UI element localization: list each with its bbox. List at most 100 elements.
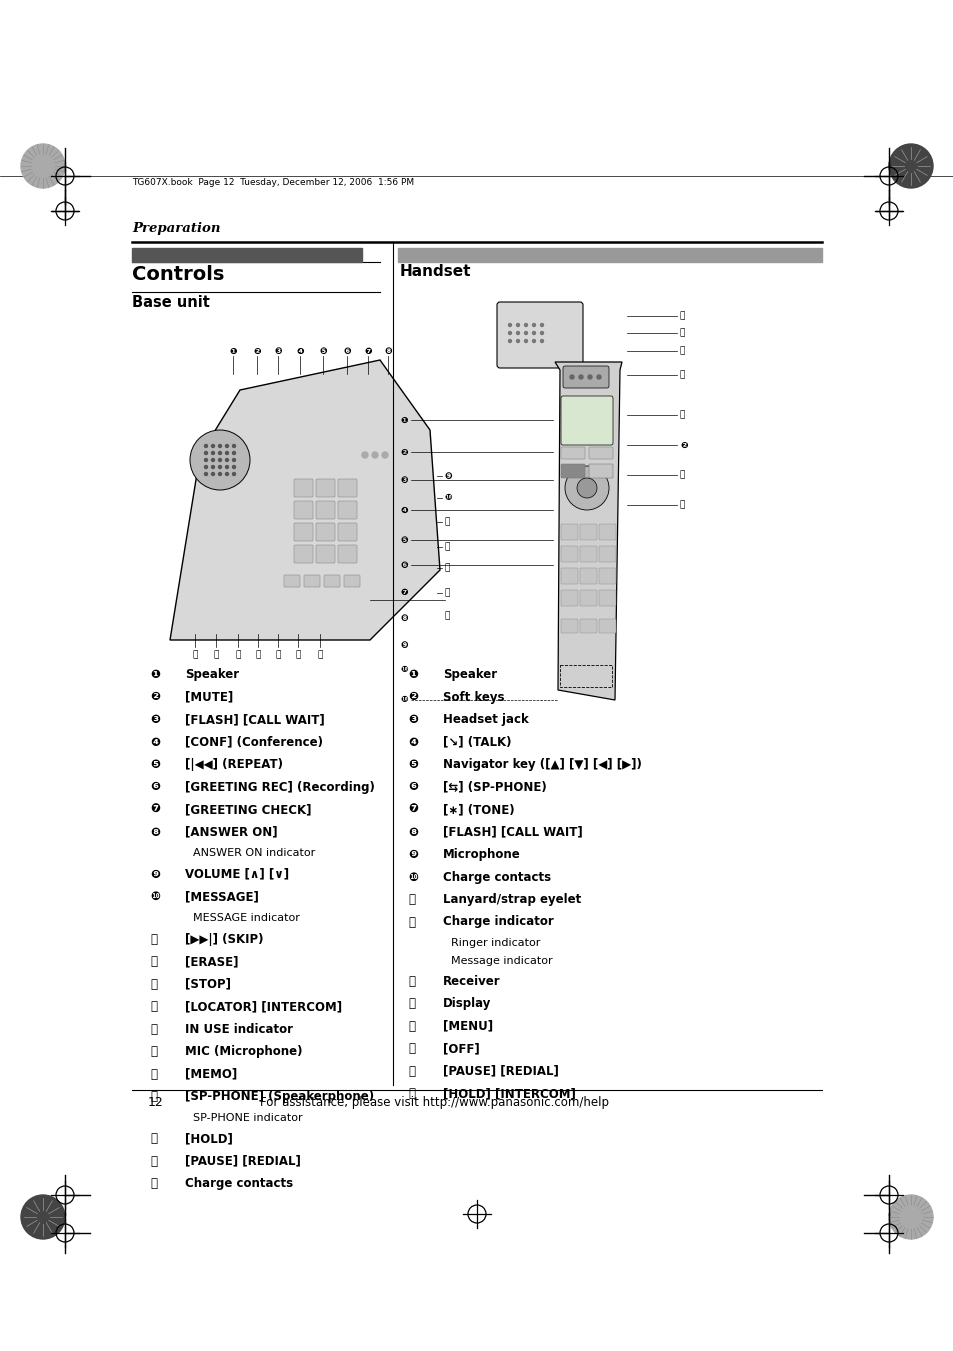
- Text: [FLASH] [CALL WAIT]: [FLASH] [CALL WAIT]: [185, 713, 324, 725]
- Text: Ringer indicator: Ringer indicator: [451, 938, 539, 948]
- Text: ❸: ❸: [400, 476, 408, 485]
- Text: ❷: ❷: [400, 447, 408, 457]
- FancyBboxPatch shape: [294, 501, 313, 519]
- Text: [CONF] (Conference): [CONF] (Conference): [185, 735, 323, 748]
- Text: ❽: ❽: [400, 613, 408, 623]
- FancyBboxPatch shape: [579, 524, 597, 540]
- Circle shape: [233, 444, 235, 447]
- Text: [PAUSE] [REDIAL]: [PAUSE] [REDIAL]: [185, 1155, 300, 1167]
- Text: [MEMO]: [MEMO]: [185, 1067, 237, 1081]
- FancyBboxPatch shape: [579, 590, 597, 607]
- Text: Controls: Controls: [132, 265, 224, 284]
- FancyBboxPatch shape: [315, 480, 335, 497]
- Text: ㉑: ㉑: [150, 1178, 157, 1190]
- Circle shape: [888, 1196, 932, 1239]
- Text: ⓴: ⓴: [213, 650, 218, 659]
- Circle shape: [204, 451, 208, 454]
- Circle shape: [218, 458, 221, 462]
- FancyBboxPatch shape: [560, 546, 578, 562]
- Circle shape: [225, 466, 229, 469]
- Text: Charge contacts: Charge contacts: [442, 870, 551, 884]
- Circle shape: [516, 331, 519, 335]
- Text: ❻: ❻: [343, 347, 351, 357]
- FancyBboxPatch shape: [324, 576, 339, 586]
- Text: Navigator key ([▲] [▼] [◀] [▶]): Navigator key ([▲] [▼] [◀] [▶]): [442, 758, 641, 771]
- FancyBboxPatch shape: [579, 619, 597, 634]
- Text: Message indicator: Message indicator: [451, 957, 552, 966]
- Text: ⓭: ⓭: [444, 563, 450, 573]
- FancyBboxPatch shape: [294, 480, 313, 497]
- Text: ❷: ❷: [408, 690, 417, 704]
- Text: ❸: ❸: [150, 713, 160, 725]
- Circle shape: [225, 444, 229, 447]
- Text: ❶: ❶: [408, 667, 417, 681]
- Text: Lanyard/strap eyelet: Lanyard/strap eyelet: [442, 893, 580, 907]
- Circle shape: [569, 376, 574, 380]
- Text: [OFF]: [OFF]: [442, 1043, 479, 1055]
- Text: ❹: ❹: [400, 505, 408, 515]
- Text: IN USE indicator: IN USE indicator: [185, 1023, 293, 1036]
- Text: ⓮: ⓮: [150, 1000, 157, 1013]
- Circle shape: [578, 376, 582, 380]
- Text: ⓬: ⓬: [150, 955, 157, 969]
- FancyBboxPatch shape: [560, 447, 584, 459]
- FancyBboxPatch shape: [560, 524, 578, 540]
- Text: [PAUSE] [REDIAL]: [PAUSE] [REDIAL]: [442, 1065, 558, 1078]
- Text: ❸: ❸: [408, 713, 417, 725]
- Text: ⓫: ⓫: [444, 517, 450, 527]
- Text: ⓫: ⓫: [679, 312, 684, 320]
- Circle shape: [597, 376, 600, 380]
- Circle shape: [225, 451, 229, 454]
- Text: [GREETING CHECK]: [GREETING CHECK]: [185, 802, 312, 816]
- Text: ❷: ❷: [253, 347, 260, 357]
- Text: SP-PHONE indicator: SP-PHONE indicator: [193, 1113, 302, 1123]
- Text: ❿: ❿: [400, 696, 408, 704]
- Text: ⓰: ⓰: [295, 650, 300, 659]
- Text: Headset jack: Headset jack: [442, 713, 528, 725]
- FancyBboxPatch shape: [497, 303, 582, 367]
- FancyBboxPatch shape: [598, 590, 616, 607]
- FancyBboxPatch shape: [560, 590, 578, 607]
- Text: [MESSAGE]: [MESSAGE]: [185, 890, 258, 904]
- FancyBboxPatch shape: [560, 463, 584, 478]
- Text: TG607X.book  Page 12  Tuesday, December 12, 2006  1:56 PM: TG607X.book Page 12 Tuesday, December 12…: [132, 178, 414, 186]
- Text: [MUTE]: [MUTE]: [185, 690, 233, 704]
- Text: ⓰: ⓰: [408, 1043, 415, 1055]
- Text: ❼: ❼: [408, 802, 417, 816]
- Circle shape: [233, 451, 235, 454]
- Text: ⓰: ⓰: [150, 1046, 157, 1058]
- Text: ⓭: ⓭: [679, 346, 684, 355]
- Circle shape: [361, 453, 368, 458]
- Text: VOLUME [∧] [∨]: VOLUME [∧] [∨]: [185, 867, 289, 881]
- Text: ❷: ❷: [150, 690, 160, 704]
- Text: [HOLD] [INTERCOM]: [HOLD] [INTERCOM]: [442, 1088, 576, 1101]
- FancyBboxPatch shape: [315, 523, 335, 540]
- Circle shape: [204, 458, 208, 462]
- Text: [GREETING REC] (Recording): [GREETING REC] (Recording): [185, 781, 375, 793]
- Text: ❼: ❼: [364, 347, 372, 357]
- FancyBboxPatch shape: [294, 544, 313, 563]
- Polygon shape: [170, 359, 439, 640]
- Circle shape: [532, 331, 535, 335]
- Text: ⓯: ⓯: [679, 411, 684, 420]
- Text: [∗] (TONE): [∗] (TONE): [442, 802, 514, 816]
- Circle shape: [225, 458, 229, 462]
- Text: ⓳: ⓳: [150, 1132, 157, 1146]
- Text: [⇆] (SP-PHONE): [⇆] (SP-PHONE): [442, 781, 546, 793]
- Text: ⓮: ⓮: [408, 997, 415, 1011]
- Text: ⓭: ⓭: [150, 978, 157, 990]
- FancyBboxPatch shape: [294, 523, 313, 540]
- Text: ❺: ❺: [150, 758, 160, 771]
- Text: ❽: ❽: [408, 825, 417, 839]
- FancyBboxPatch shape: [598, 567, 616, 584]
- Circle shape: [524, 331, 527, 335]
- Circle shape: [21, 145, 65, 188]
- Text: Speaker: Speaker: [185, 667, 239, 681]
- Text: ⓳: ⓳: [235, 650, 240, 659]
- FancyBboxPatch shape: [315, 501, 335, 519]
- Text: [MENU]: [MENU]: [442, 1020, 493, 1034]
- Circle shape: [204, 466, 208, 469]
- Text: ⓲: ⓲: [255, 650, 260, 659]
- Text: ANSWER ON indicator: ANSWER ON indicator: [193, 848, 314, 858]
- Text: MIC (Microphone): MIC (Microphone): [185, 1046, 302, 1058]
